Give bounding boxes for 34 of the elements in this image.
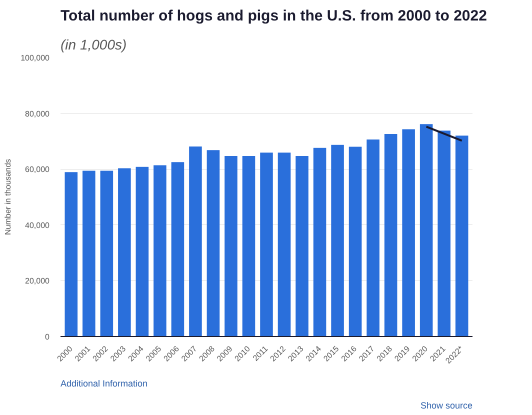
bar bbox=[438, 130, 450, 336]
bar bbox=[136, 166, 149, 336]
bar bbox=[64, 172, 78, 336]
y-tick-label: 20,000 bbox=[25, 276, 50, 286]
chart-title: Total number of hogs and pigs in the U.S. from 2000 to 2022 bbox=[60, 8, 487, 24]
text: Show source bbox=[420, 400, 473, 410]
bar bbox=[313, 148, 326, 336]
bar bbox=[366, 140, 380, 336]
bar bbox=[402, 129, 415, 336]
bar bbox=[455, 136, 468, 336]
y-tick-label: 100,000 bbox=[20, 54, 50, 62]
y-tick-label: 60,000 bbox=[25, 165, 50, 174]
y-tick-label: 80,000 bbox=[25, 109, 50, 118]
chart-subtitle: (in 1,000s) bbox=[60, 36, 127, 52]
bar bbox=[82, 170, 96, 336]
bar bbox=[420, 124, 433, 336]
bar bbox=[206, 150, 220, 336]
bar bbox=[171, 162, 184, 336]
y-axis-title: Number in thousands bbox=[4, 158, 13, 236]
bar bbox=[189, 146, 202, 336]
bar bbox=[260, 152, 273, 336]
y-tick-label: 0 bbox=[45, 332, 50, 342]
bar bbox=[224, 156, 238, 336]
bar bbox=[242, 156, 256, 336]
bar bbox=[348, 146, 362, 336]
y-tick-label: 40,000 bbox=[25, 220, 50, 230]
bar bbox=[100, 170, 114, 336]
bar bbox=[154, 165, 166, 336]
bar bbox=[296, 156, 308, 336]
bar bbox=[384, 134, 398, 336]
bar bbox=[331, 144, 344, 336]
bar bbox=[278, 152, 291, 336]
bar bbox=[118, 168, 131, 336]
text: Additional Information bbox=[60, 378, 148, 388]
